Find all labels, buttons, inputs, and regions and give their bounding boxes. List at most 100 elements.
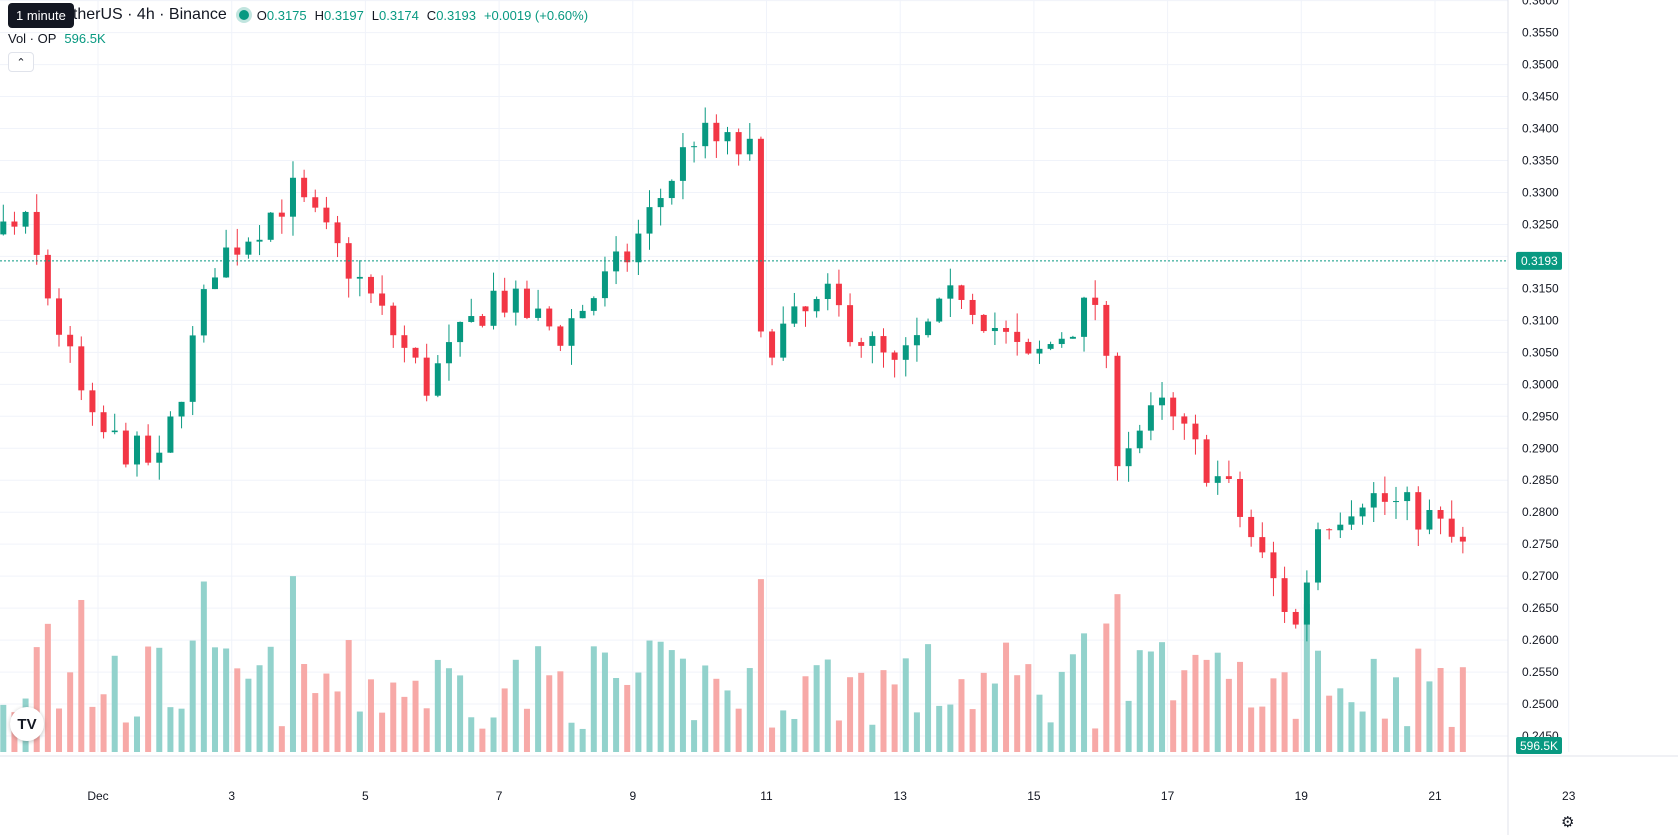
candle — [278, 199, 285, 234]
candle — [1437, 506, 1444, 535]
candle — [824, 273, 831, 311]
candle — [902, 337, 909, 377]
volume-bar — [33, 647, 40, 752]
candle — [334, 215, 341, 258]
price-tick-label: 0.2850 — [1522, 473, 1559, 487]
market-status-icon[interactable] — [238, 10, 249, 20]
candle — [289, 161, 296, 236]
volume-bar — [145, 646, 152, 752]
volume-bar — [579, 728, 586, 752]
volume-bar — [702, 665, 709, 752]
volume-bar — [1025, 664, 1032, 752]
price-tick-label: 0.3050 — [1522, 345, 1559, 359]
volume-bar — [724, 690, 731, 752]
candle — [557, 324, 564, 352]
candle — [457, 321, 464, 357]
volume-bar — [1136, 650, 1143, 752]
volume-bar — [925, 644, 932, 752]
candle — [245, 237, 252, 259]
volume-bar — [1404, 726, 1411, 752]
candle — [579, 304, 586, 319]
volume-bar — [379, 712, 386, 752]
candle — [379, 275, 386, 315]
time-tick-label: 13 — [894, 789, 908, 803]
time-tick-label: 7 — [496, 789, 503, 803]
time-tick-label: 3 — [228, 789, 235, 803]
volume-bar — [1047, 722, 1054, 752]
time-tick-label: 19 — [1295, 789, 1309, 803]
candle — [535, 289, 542, 321]
candle — [568, 308, 575, 365]
candle — [835, 269, 842, 317]
gear-icon[interactable]: ⚙ — [1561, 814, 1575, 831]
time-tick-label: 23 — [1562, 789, 1576, 803]
candle — [490, 272, 497, 330]
volume-legend[interactable]: Vol · OP 596.5K — [8, 31, 106, 46]
price-tick-label: 0.3350 — [1522, 154, 1559, 168]
time-tick-label: 17 — [1161, 789, 1175, 803]
symbol-title[interactable]: etherUS · 4h · Binance — [64, 6, 227, 23]
symbol-legend: etherUS · 4h · Binance O0.3175 H0.3197 L… — [8, 6, 588, 24]
volume-bar — [523, 708, 530, 752]
time-axis[interactable]: 28Dec3579111315171921232527292026357911 — [0, 755, 1678, 803]
volume-bar — [1081, 633, 1088, 752]
candle — [646, 190, 653, 250]
time-tick-label: 5 — [362, 789, 369, 803]
last-price-badge: 0.3193 — [1516, 251, 1562, 270]
candle — [869, 331, 876, 364]
interval-tooltip: 1 minute — [8, 3, 74, 28]
volume-bar — [78, 599, 85, 752]
candle — [423, 343, 430, 402]
volume-bar — [1381, 718, 1388, 752]
candle — [145, 424, 152, 466]
price-tick-label: 0.2900 — [1522, 441, 1559, 455]
volume-value: 596.5K — [64, 31, 106, 46]
volume-bar — [769, 727, 776, 752]
volume-bar — [1370, 658, 1377, 752]
volume-bar — [1326, 695, 1333, 752]
candle — [1337, 512, 1344, 538]
volume-bar — [1203, 659, 1210, 752]
candle — [445, 324, 452, 381]
volume-bar — [802, 676, 809, 752]
volume-bar — [891, 684, 898, 752]
volume-bar — [1181, 670, 1188, 752]
volume-bar — [1103, 623, 1110, 752]
candle — [624, 243, 631, 272]
volume-bar — [880, 670, 887, 752]
volume-bar — [434, 659, 441, 752]
volume-bar — [1359, 711, 1366, 752]
price-axis[interactable]: 0.24500.25000.25500.26000.26500.27000.27… — [1507, 0, 1559, 835]
volume-bar — [1292, 718, 1299, 752]
volume-bar — [813, 665, 820, 752]
volume-bar — [423, 708, 430, 752]
volume-bar — [1348, 702, 1355, 752]
volume-bar — [858, 672, 865, 752]
volume-bar — [869, 724, 876, 752]
volume-bar — [668, 650, 675, 752]
volume-bar — [156, 647, 163, 752]
chevron-up-icon[interactable]: ⌃ — [8, 52, 34, 72]
price-tick-label: 0.2950 — [1522, 409, 1559, 423]
volume-bar — [535, 646, 542, 752]
volume-bar — [1192, 654, 1199, 752]
candle — [0, 204, 7, 236]
volume-bar — [323, 673, 330, 752]
volume-bar — [1170, 700, 1177, 752]
candle — [757, 136, 764, 338]
volume-bar — [67, 672, 74, 752]
candle — [858, 337, 865, 358]
volume-bar — [200, 581, 207, 752]
volume-bar — [646, 640, 653, 752]
tradingview-logo[interactable]: TV — [10, 707, 44, 741]
volume-bar — [713, 678, 720, 752]
volume-bar — [590, 646, 597, 752]
candle — [1114, 352, 1121, 481]
candle — [679, 133, 686, 200]
candle — [390, 302, 397, 348]
volume-bar — [1069, 654, 1076, 752]
volume-bar — [557, 671, 564, 752]
price-tick-label: 0.3500 — [1522, 58, 1559, 72]
candle — [1359, 503, 1366, 525]
